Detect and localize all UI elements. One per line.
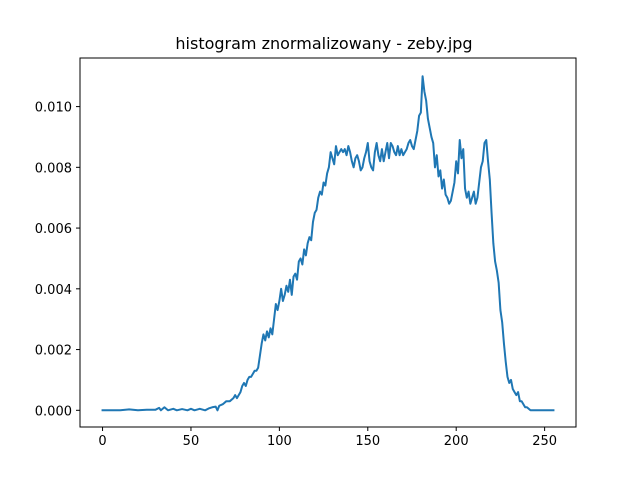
x-tick-label: 50: [183, 434, 200, 449]
x-tick-label: 0: [98, 434, 106, 449]
axes-frame: [79, 57, 577, 428]
x-tick-label: 100: [267, 434, 292, 449]
y-tick-label: 0.010: [35, 101, 72, 116]
y-tick-label: 0.008: [35, 161, 72, 176]
chart-title: histogram znormalizowany - zeby.jpg: [175, 34, 472, 53]
y-tick-label: 0.006: [35, 222, 72, 237]
series-line: [101, 75, 555, 412]
y-tick-label: 0.002: [35, 344, 72, 359]
x-tick-label: 150: [355, 434, 380, 449]
plot-area: 0 50 100 150 200 250 0.000 0.002 0.004 0.006 0.008…: [35, 75, 557, 449]
y-tick-label: 0.000: [35, 404, 72, 419]
x-tick-label: 250: [532, 434, 557, 449]
y-tick-label: 0.004: [35, 283, 72, 298]
x-tick-label: 200: [444, 434, 469, 449]
